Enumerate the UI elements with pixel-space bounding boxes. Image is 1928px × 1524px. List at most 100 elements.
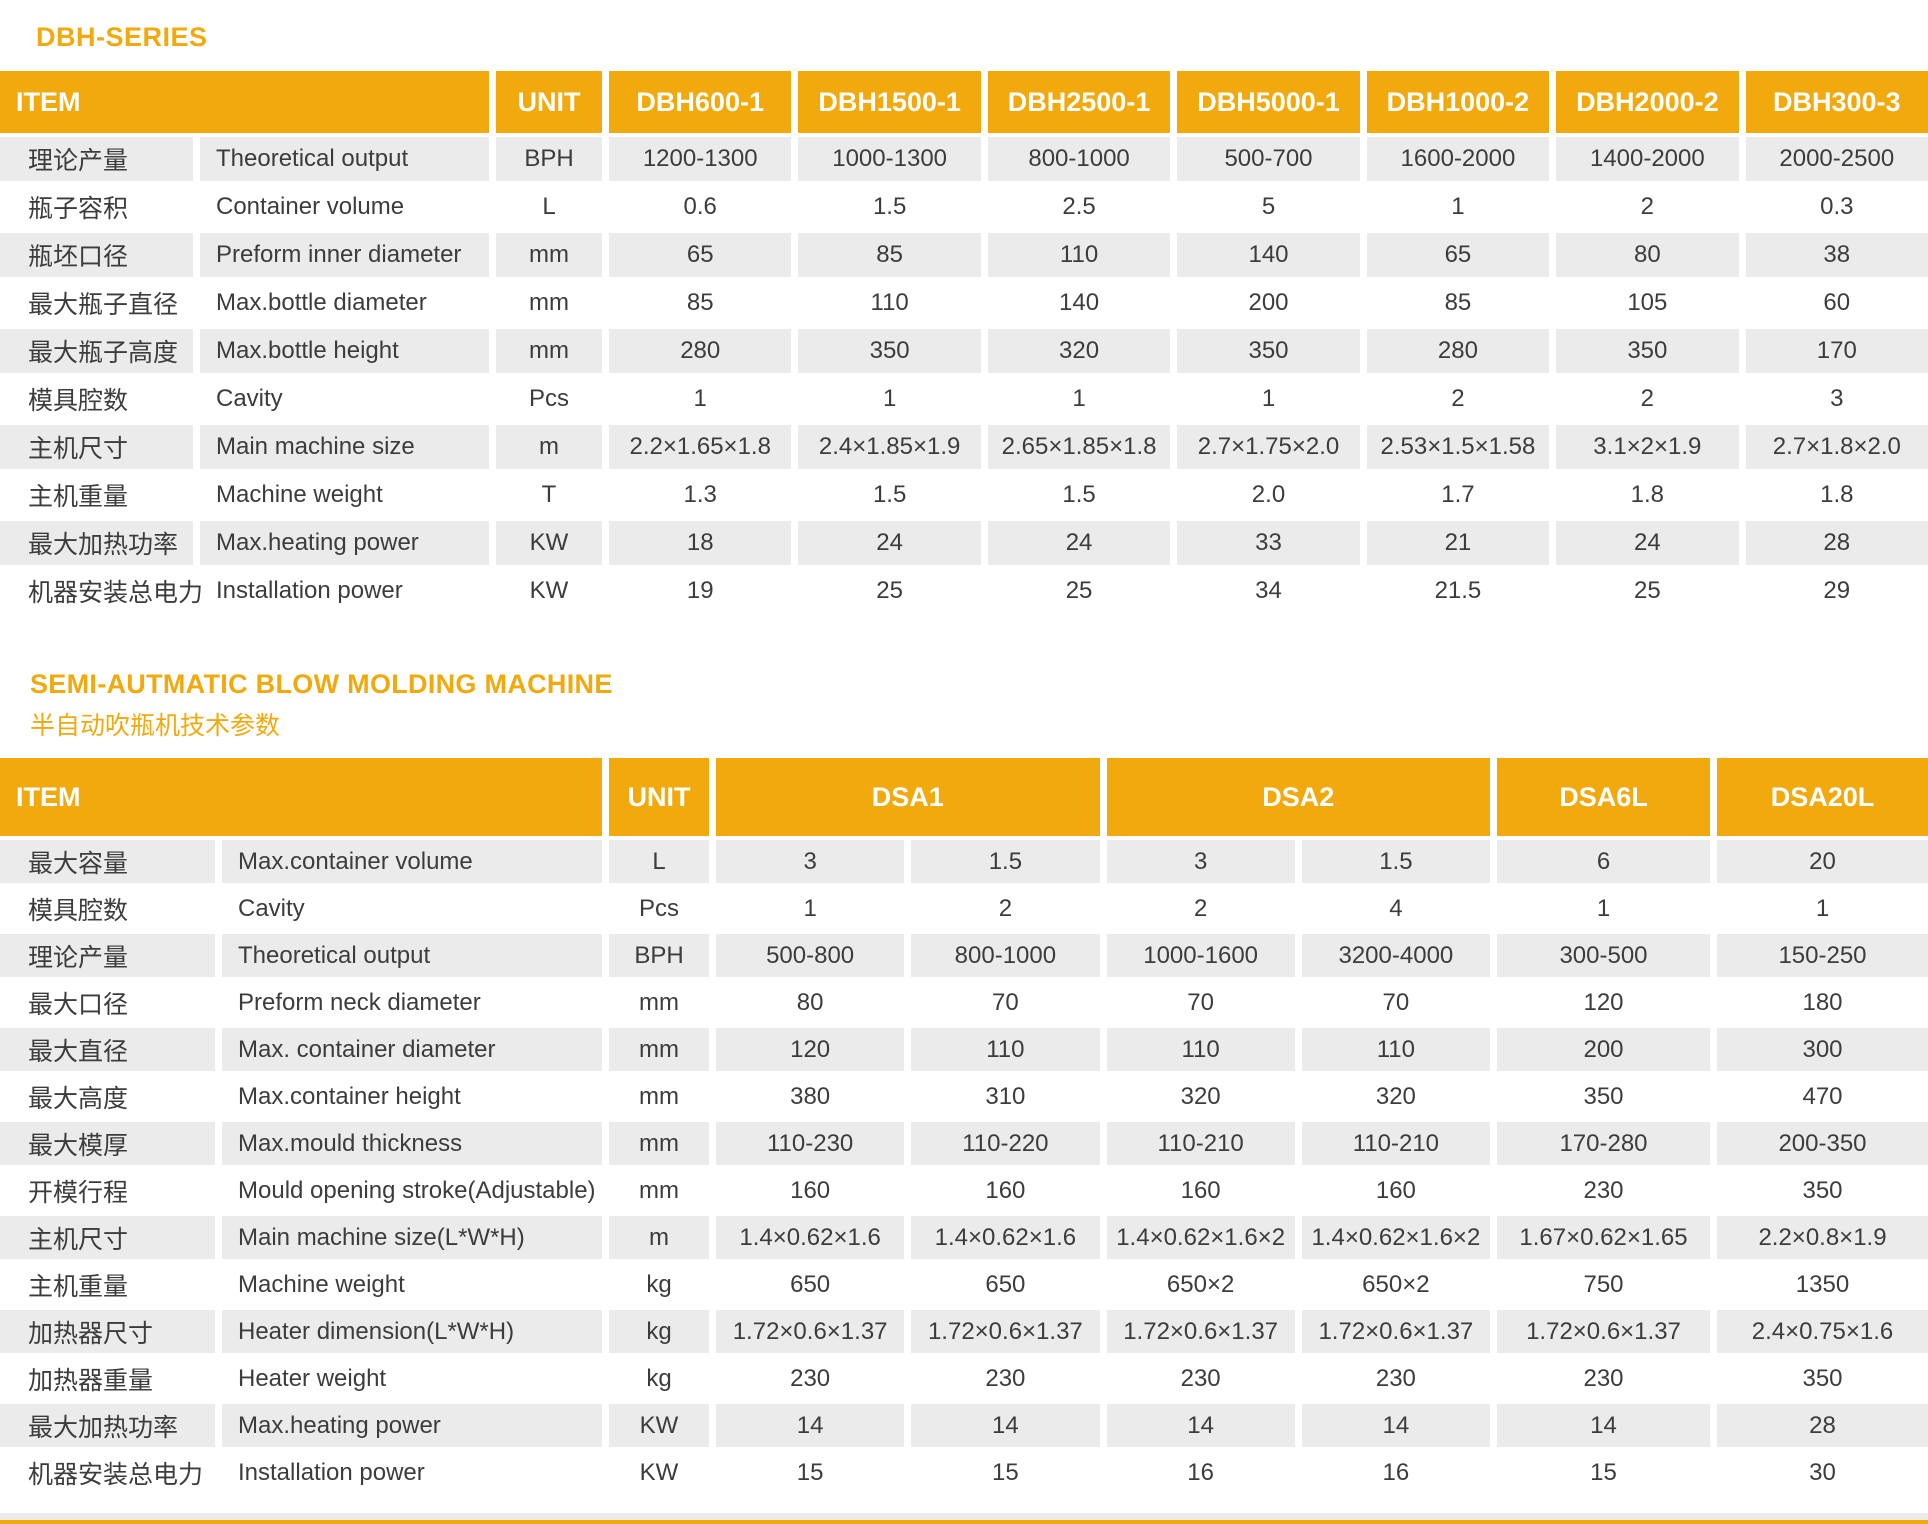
item-label-en: Cavity: [216, 385, 283, 412]
value-cell: 14: [911, 1404, 1100, 1447]
item-label-en: Theoretical output: [222, 934, 602, 977]
table-row: 模具腔数 Cavity Pcs 1 1 1 1 2 2 3: [0, 377, 1928, 421]
unit-cell: m: [609, 1216, 709, 1259]
item-label-en: Mould opening stroke(Adjustable): [238, 1176, 596, 1204]
table-row: 理论产量 Theoretical output BPH 1200-1300 1000-1…: [0, 137, 1928, 181]
value-cell: 2.7×1.75×2.0: [1177, 425, 1360, 469]
value-cell: 350: [1583, 1082, 1624, 1110]
value-cell: 1.4×0.62×1.6×2: [1106, 1216, 1295, 1259]
item-label-cn: 最大模厚: [0, 1122, 215, 1165]
value-cell: 70: [992, 988, 1019, 1016]
value-cell: 1.72×0.6×1.37: [716, 1310, 905, 1353]
table-row: 主机重量 Machine weight T 1.3 1.5 1.5 2.0 1.7 1.8 1.8: [0, 473, 1928, 517]
table-row: 理论产量 Theoretical output BPH 500-800 800-1000…: [0, 934, 1928, 977]
unit-cell: BPH: [496, 137, 602, 181]
item-label-cn: 主机尺寸: [0, 1216, 215, 1259]
unit-cell: m: [496, 425, 602, 469]
value-cell: 1350: [1795, 1270, 1850, 1298]
item-label-cn: 最大口径: [28, 990, 129, 1019]
value-cell: 120: [716, 1028, 905, 1071]
value-cell: 1.5: [1062, 481, 1096, 508]
value-cell: 110: [1301, 1028, 1490, 1071]
item-label-en: Max.container height: [238, 1082, 461, 1110]
value-cell: 1: [1596, 894, 1611, 922]
value-cell: 65: [1366, 233, 1550, 277]
item-label-en: Max.heating power: [200, 521, 489, 565]
table-row: 瓶子容积 Container volume L 0.6 1.5 2.5 5 1 2 0.3: [0, 185, 1928, 229]
value-cell: 14: [1301, 1404, 1490, 1447]
value-cell: 0.6: [683, 193, 717, 220]
value-cell: 1.8: [1820, 481, 1854, 508]
value-cell: 25: [1065, 577, 1093, 604]
value-cell: 2.65×1.85×1.8: [987, 425, 1171, 469]
table-header-row: ITEM UNIT DBH600-1 DBH1500-1 DBH2500-1 DBH500…: [0, 71, 1928, 133]
column-header-model: DBH300-3: [1745, 71, 1928, 133]
column-header-model: DBH5000-1: [1177, 71, 1360, 133]
value-cell: 3: [1830, 385, 1844, 412]
value-cell: 16: [1187, 1458, 1214, 1486]
value-cell: 1.5: [1301, 840, 1490, 883]
value-cell: 110: [987, 233, 1171, 277]
value-cell: 1000-1300: [798, 137, 981, 181]
item-label-cn: 机器安装总电力: [28, 579, 204, 607]
table-row: 最大瓶子直径 Max.bottle diameter mm 85 110 140 200 85…: [0, 281, 1928, 325]
value-cell: 2.53×1.5×1.58: [1366, 425, 1550, 469]
unit-cell: Pcs: [638, 894, 679, 922]
value-cell: 2: [1451, 385, 1465, 412]
value-cell: 21.5: [1434, 577, 1482, 604]
value-cell: 110-210: [1106, 1122, 1295, 1165]
value-cell: 230: [985, 1364, 1026, 1392]
table-row: 主机重量 Machine weight kg 650 650 650×2 650×2 750 1…: [0, 1263, 1928, 1306]
value-cell: 200: [1497, 1028, 1710, 1071]
item-label-en: Max. container diameter: [222, 1028, 602, 1071]
value-cell: 38: [1745, 233, 1928, 277]
value-cell: 1: [1072, 385, 1086, 412]
column-header-model: DSA2: [1106, 758, 1490, 836]
value-cell: 2.4×0.75×1.6: [1717, 1310, 1928, 1353]
value-cell: 1: [1451, 193, 1465, 220]
value-cell: 2: [1193, 894, 1208, 922]
value-cell: 160: [790, 1176, 831, 1204]
value-cell: 1.67×0.62×1.65: [1497, 1216, 1710, 1259]
unit-cell: KW: [496, 521, 602, 565]
value-cell: 120: [1583, 988, 1624, 1016]
table-row: 加热器尺寸 Heater dimension(L*W*H) kg 1.72×0.6×1…: [0, 1310, 1928, 1353]
value-cell: 800-1000: [911, 934, 1100, 977]
table-row: 瓶坯口径 Preform inner diameter mm 65 85 110 140 65…: [0, 233, 1928, 277]
value-cell: 24: [798, 521, 981, 565]
table-row: 加热器重量 Heater weight kg 230 230 230 230 230 350: [0, 1357, 1928, 1400]
value-cell: 2.7×1.8×2.0: [1745, 425, 1928, 469]
item-label-en: Installation power: [216, 577, 403, 604]
table2-subtitle: 半自动吹瓶机技术参数: [30, 712, 281, 740]
value-cell: 20: [1717, 840, 1928, 883]
table-row: 机器安装总电力 Installation power KW 15 15 16 16 15 30: [0, 1451, 1928, 1494]
item-label-en: Cavity: [238, 894, 305, 922]
unit-cell: mm: [496, 233, 602, 277]
item-label-cn: 最大加热功率: [0, 521, 193, 565]
value-cell: 14: [716, 1404, 905, 1447]
value-cell: 350: [798, 329, 981, 373]
item-label-en: Max.mould thickness: [222, 1122, 602, 1165]
value-cell: 160: [1375, 1176, 1416, 1204]
value-cell: 280: [1366, 329, 1550, 373]
value-cell: 1.7: [1441, 481, 1475, 508]
column-header-model: DSA1: [716, 758, 1100, 836]
value-cell: 1.4×0.62×1.6×2: [1301, 1216, 1490, 1259]
unit-cell: kg: [609, 1310, 709, 1353]
value-cell: 6: [1497, 840, 1710, 883]
item-label-en: Machine weight: [238, 1270, 405, 1298]
value-cell: 1.5: [872, 481, 907, 508]
value-cell: 29: [1823, 577, 1851, 604]
item-label-en: Max.bottle height: [200, 329, 489, 373]
column-header-unit: UNIT: [609, 758, 709, 836]
semi-automatic-table: ITEM UNIT DSA1 DSA2 DSA6L DSA20L 最大容量 Max.conta…: [0, 758, 1928, 1494]
value-cell: 1.3: [683, 481, 717, 508]
value-cell: 4: [1389, 894, 1403, 922]
item-label-cn: 加热器重量: [28, 1366, 154, 1395]
value-cell: 650×2: [1362, 1270, 1430, 1298]
value-cell: 1.72×0.6×1.37: [911, 1310, 1100, 1353]
value-cell: 230: [1583, 1176, 1624, 1204]
value-cell: 470: [1802, 1082, 1843, 1110]
value-cell: 160: [985, 1176, 1026, 1204]
value-cell: 1.4×0.62×1.6: [716, 1216, 905, 1259]
